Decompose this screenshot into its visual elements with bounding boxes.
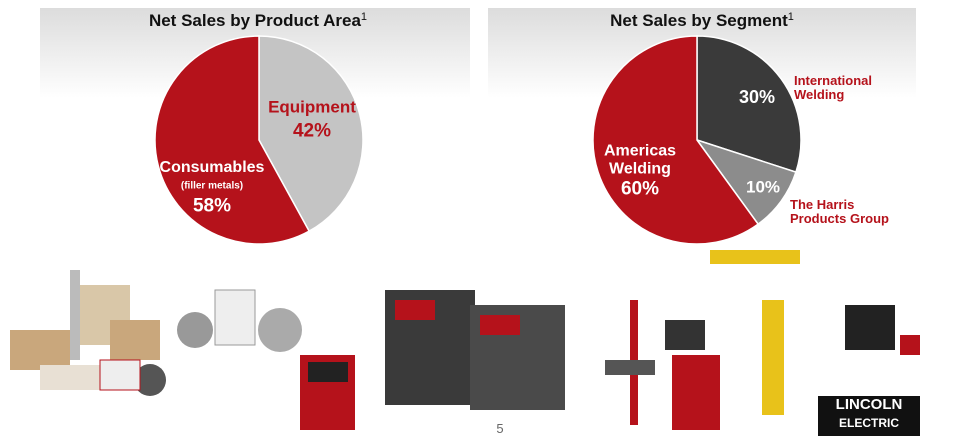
slice-label: The Harris Products Group	[790, 197, 889, 227]
value-label: 60%	[620, 178, 660, 200]
value-label: 58%	[192, 195, 232, 217]
logo-text: LINCOLN	[836, 396, 903, 413]
title-text: Net Sales by Product Area	[149, 11, 361, 30]
annotation: (filler metals)	[180, 180, 244, 192]
value-label: 10%	[745, 177, 781, 197]
logo-text: ELECTRIC	[839, 416, 899, 430]
slice-label: International Welding	[794, 73, 873, 103]
title-note: 1	[361, 11, 367, 23]
title-text: Net Sales by Segment	[610, 11, 788, 30]
pie-slice	[154, 35, 311, 245]
pie-slice	[592, 35, 760, 245]
pie-slice	[258, 35, 364, 233]
product-images	[10, 250, 920, 430]
logo-box	[818, 396, 920, 436]
page-number: 5	[496, 421, 503, 436]
chart-title: Net Sales by Segment1	[610, 11, 794, 30]
value-label: 30%	[738, 87, 776, 108]
chart-title: Net Sales by Product Area1	[149, 11, 367, 30]
slice-label: Americas Welding	[603, 142, 677, 177]
slice-label: Equipment	[268, 97, 356, 117]
value-label: 42%	[292, 120, 332, 142]
title-note: 1	[788, 11, 794, 23]
pie-slice	[696, 35, 802, 174]
slice-label: Consumables	[159, 159, 265, 177]
